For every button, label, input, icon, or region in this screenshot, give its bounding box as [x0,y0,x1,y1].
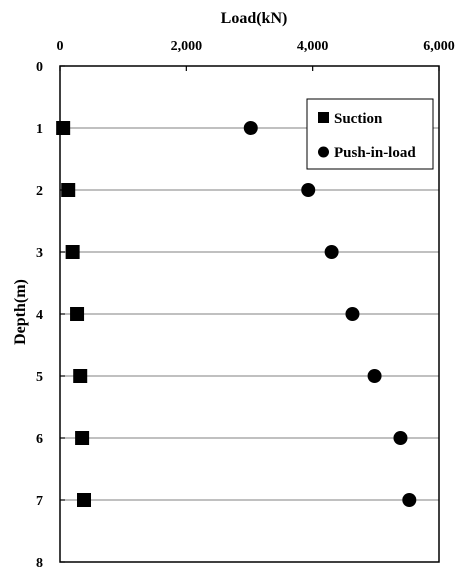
y-tick-label: 7 [36,494,43,509]
data-point-suction [56,121,71,135]
data-point-push-in-load [324,245,339,259]
y-tick-label: 2 [36,184,43,199]
legend-marker-suction [318,112,329,123]
x-tick-label: 6,000 [423,39,455,54]
data-point-push-in-load [402,493,417,507]
x-tick-label: 0 [57,39,64,54]
data-point-push-in-load [345,307,360,321]
data-point-push-in-load [243,121,258,135]
x-axis-title: Load(kN) [221,10,288,27]
data-point-suction [61,183,76,197]
data-point-suction [77,493,92,507]
x-axis-ticks: 0 2,000 4,000 6,000 [57,39,455,71]
data-point-suction [75,431,90,445]
data-point-push-in-load [367,369,382,383]
y-tick-label: 3 [36,246,43,261]
data-point-suction [70,307,85,321]
y-axis-title: Depth(m) [12,279,29,345]
data-point-push-in-load [301,183,316,197]
y-tick-label: 4 [36,308,43,323]
legend-marker-push-in-load [318,146,329,158]
legend-label-suction: Suction [334,111,383,127]
y-tick-label: 0 [36,60,43,75]
y-tick-label: 8 [36,556,43,571]
x-tick-label: 2,000 [171,39,203,54]
data-point-suction [65,245,80,259]
y-tick-label: 6 [36,432,43,447]
x-tick-label: 4,000 [297,39,329,54]
legend-label-push-in-load: Push-in-load [334,145,416,161]
grid-lines [60,127,439,501]
y-tick-label: 5 [36,370,43,385]
legend: Suction Push-in-load [306,98,434,170]
series-suction [56,121,92,507]
legend-box [306,98,434,170]
series-push-in-load [243,121,417,507]
y-axis-ticks: 0 1 2 3 4 5 6 7 8 [36,60,65,571]
data-series [56,121,417,507]
data-point-push-in-load [393,431,408,445]
data-point-suction [73,369,88,383]
y-tick-label: 1 [36,122,43,137]
